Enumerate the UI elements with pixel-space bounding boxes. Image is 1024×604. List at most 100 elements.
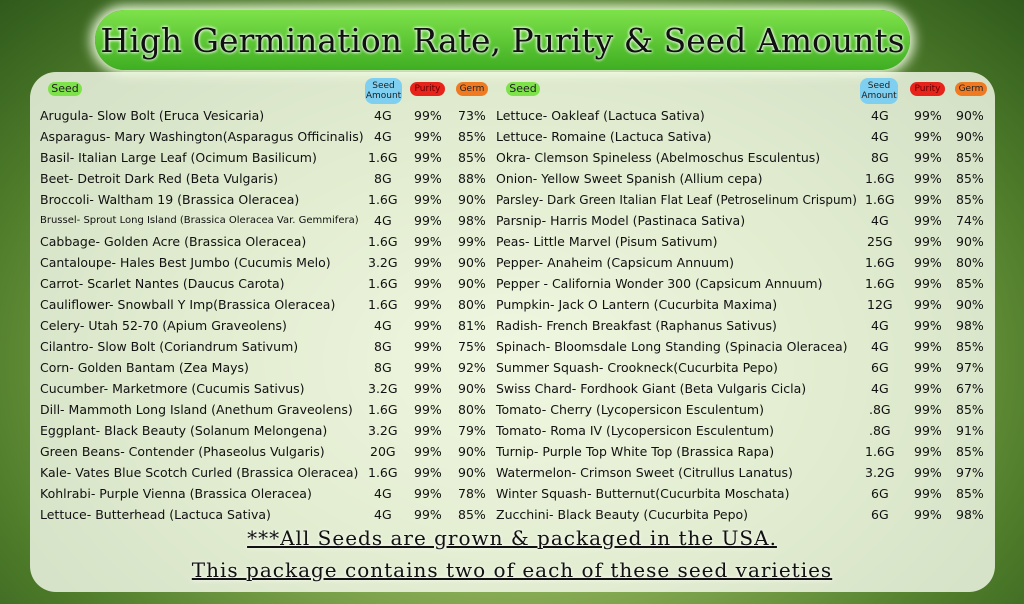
germination: 85% [956,192,984,207]
seed-amount: 4G [871,381,889,396]
seed-name: Parsley- Dark Green Italian Flat Leaf (P… [496,193,857,207]
seed-name: Broccoli- Waltham 19 (Brassica Oleracea) [40,192,300,207]
germination: 90% [458,192,486,207]
purity: 99% [914,381,942,396]
seed-name: Brussel- Sprout Long Island (Brassica Ol… [40,215,359,226]
germination: 74% [956,213,984,228]
seed-name: Parsnip- Harris Model (Pastinaca Sativa) [496,213,746,228]
column-header: Germ [955,82,987,96]
purity: 99% [914,213,942,228]
germination: 99% [458,234,486,249]
purity: 99% [414,192,442,207]
seed-amount: 8G [871,150,889,165]
germination: 90% [956,108,984,123]
purity: 99% [914,339,942,354]
germination: 90% [458,276,486,291]
germination: 90% [458,444,486,459]
seed-name: Asparagus- Mary Washington(Asparagus Off… [40,129,364,144]
column-header: Purity [410,82,445,96]
germination: 80% [458,402,486,417]
purity: 99% [414,423,442,438]
germination: 98% [458,213,486,228]
column-header: Germ [456,82,488,96]
purity: 99% [414,360,442,375]
seed-amount: 4G [871,318,889,333]
seed-amount: 8G [374,171,392,186]
seed-amount: 4G [374,213,392,228]
germination: 80% [956,255,984,270]
seed-name: Okra- Clemson Spineless (Abelmoschus Esc… [496,150,821,165]
seed-name: Radish- French Breakfast (Raphanus Sativ… [496,318,777,333]
seed-amount: 3.2G [865,465,895,480]
seed-name: Spinach- Bloomsdale Long Standing (Spina… [496,339,848,354]
purity: 99% [914,150,942,165]
seed-amount: 4G [374,129,392,144]
germination: 85% [458,129,486,144]
purity: 99% [414,486,442,501]
germination: 90% [956,297,984,312]
seed-name: Pepper- Anaheim (Capsicum Annuum) [496,255,734,270]
seed-name: Turnip- Purple Top White Top (Brassica R… [496,444,775,459]
purity: 99% [414,129,442,144]
seed-amount: 3.2G [368,381,398,396]
germination: 81% [458,318,486,333]
footer-line: This package contains two of each of the… [191,558,833,582]
seed-name: Onion- Yellow Sweet Spanish (Allium cepa… [496,171,763,186]
purity: 99% [414,255,442,270]
seed-name: Beet- Detroit Dark Red (Beta Vulgaris) [40,171,279,186]
seed-amount: 1.6G [865,276,895,291]
germination: 85% [956,402,984,417]
purity: 99% [414,381,442,396]
seed-amount: 4G [374,507,392,522]
seed-name: Celery- Utah 52-70 (Apium Graveolens) [40,318,287,333]
purity: 99% [414,234,442,249]
seed-amount: 1.6G [368,297,398,312]
seed-name: Watermelon- Crimson Sweet (Citrullus Lan… [496,465,793,480]
purity: 99% [914,507,942,522]
seed-name: Lettuce- Butterhead (Lactuca Sativa) [40,507,271,522]
table-panel [30,72,995,592]
purity: 99% [914,486,942,501]
seed-amount: .8G [869,423,891,438]
seed-amount: 1.6G [368,234,398,249]
seed-name: Pepper - California Wonder 300 (Capsicum… [496,276,823,291]
title: High Germination Rate, Purity & Seed Amo… [95,10,910,70]
purity: 99% [914,465,942,480]
footer-line: ***All Seeds are grown & packaged in the… [247,526,777,550]
seed-amount: 3.2G [368,423,398,438]
seed-amount: 4G [871,339,889,354]
germination: 67% [956,381,984,396]
seed-amount: 8G [374,339,392,354]
germination: 85% [956,444,984,459]
seed-name: Arugula- Slow Bolt (Eruca Vesicaria) [40,108,265,123]
seed-name: Dill- Mammoth Long Island (Anethum Grave… [40,402,353,417]
germination: 98% [956,318,984,333]
seed-amount: 1.6G [368,150,398,165]
seed-name: Pumpkin- Jack O Lantern (Cucurbita Maxim… [496,297,778,312]
seed-name: Cilantro- Slow Bolt (Coriandrum Sativum) [40,339,299,354]
purity: 99% [414,318,442,333]
seed-amount: 8G [374,360,392,375]
seed-amount: 1.6G [368,402,398,417]
seed-name: Tomato- Roma IV (Lycopersicon Esculentum… [496,423,774,438]
germination: 97% [956,465,984,480]
germination: 79% [458,423,486,438]
seed-name: Corn- Golden Bantam (Zea Mays) [40,360,249,375]
purity: 99% [414,507,442,522]
purity: 99% [914,255,942,270]
seed-name: Basil- Italian Large Leaf (Ocimum Basili… [40,150,317,165]
seed-name: Tomato- Cherry (Lycopersicon Esculentum) [496,402,764,417]
seed-name: Kohlrabi- Purple Vienna (Brassica Olerac… [40,486,312,501]
purity: 99% [414,171,442,186]
seed-amount: 4G [871,108,889,123]
column-header: Seed Amount [365,78,402,104]
germination: 85% [956,276,984,291]
germination: 85% [956,486,984,501]
column-header: Purity [910,82,945,96]
purity: 99% [914,276,942,291]
seed-name: Lettuce- Romaine (Lactuca Sativa) [496,129,712,144]
seed-name: Eggplant- Black Beauty (Solanum Melongen… [40,423,328,438]
germination: 80% [458,297,486,312]
seed-name: Lettuce- Oakleaf (Lactuca Sativa) [496,108,705,123]
